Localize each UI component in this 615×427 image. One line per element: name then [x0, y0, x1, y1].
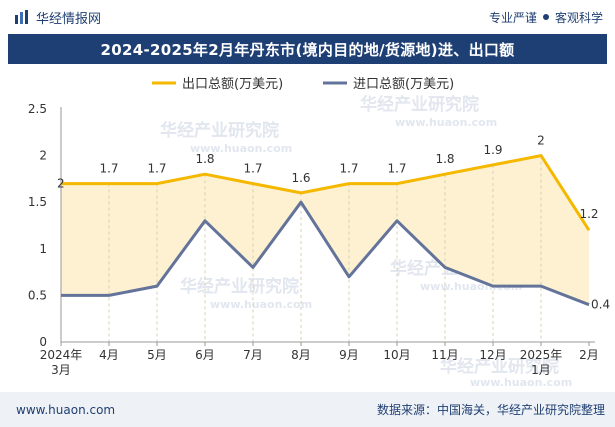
y-tick-label: 1.5 [28, 195, 47, 209]
data-label-export: 1.2 [579, 207, 598, 221]
tag-objective: 客观科学 [554, 10, 603, 25]
watermark-url: www.huaon.com [470, 376, 572, 389]
brand[interactable]: 华经情报网 [14, 8, 101, 27]
top-bar: 华经情报网 专业严谨 客观科学 [0, 0, 615, 34]
x-tick-label: 2024年 [40, 348, 83, 362]
data-label-export: 1.6 [291, 171, 310, 185]
y-tick-label: 2.5 [28, 102, 47, 116]
data-label-export: 1.7 [147, 162, 166, 176]
x-tick-label: 10月 [383, 348, 410, 362]
x-tick-label: 2025年 [520, 348, 563, 362]
footer-website[interactable]: www.huaon.com [16, 402, 116, 417]
watermark-url: www.huaon.com [395, 116, 497, 129]
x-tick-label: 5月 [147, 348, 167, 362]
header-tags: 专业严谨 客观科学 [489, 9, 603, 26]
legend-label-import: 进口总额(万美元) [353, 77, 454, 92]
series-line-import [61, 200, 590, 307]
data-label-import: 0.4 [591, 298, 610, 312]
x-tick-label: 9月 [339, 348, 359, 362]
brand-logo-icon [15, 10, 28, 24]
series-line-export [61, 154, 591, 232]
x-tick-label: 4月 [99, 348, 119, 362]
x-tick-label: 3月 [51, 363, 71, 377]
data-label-export: 1.9 [483, 143, 502, 157]
x-tick-label: 11月 [431, 348, 458, 362]
data-label-export: 2 [537, 134, 545, 148]
watermark-url: www.huaon.com [190, 142, 292, 155]
x-tick-label: 2月 [579, 348, 599, 362]
data-label-export: 1.8 [195, 152, 214, 166]
fill-between-area [61, 155, 589, 305]
chart: 华经产业研究院 www.huaon.com 华经产业研究院 www.huaon.… [28, 77, 610, 389]
brand-name: 华经情报网 [36, 11, 102, 27]
x-tick-label: 8月 [291, 348, 311, 362]
tag-professional: 专业严谨 [488, 10, 537, 25]
x-tick-label: 6月 [195, 348, 215, 362]
x-tick-label: 7月 [243, 348, 263, 362]
watermark-text: 华经产业研究院 [440, 356, 559, 377]
legend: 出口总额(万美元) 进口总额(万美元) [152, 77, 454, 92]
data-label-export: 1.8 [435, 152, 454, 166]
y-tick-label: 2 [39, 149, 47, 163]
data-label-export: 1.7 [339, 162, 358, 176]
chart-title-bar: 2024-2025年2月年丹东市(境内目的地/货源地)进、出口额 [8, 34, 607, 64]
data-label-export: 1.7 [387, 162, 406, 176]
data-label-export: 2 [57, 177, 65, 191]
footer-source: 数据来源：中国海关，华经产业研究院整理 [376, 403, 605, 417]
watermark-text: 华经产业研究院 [180, 276, 299, 297]
y-tick-label: 1 [39, 242, 47, 256]
watermark-text: 华经产业研究院 [360, 94, 479, 115]
chart-title: 2024-2025年2月年丹东市(境内目的地/货源地)进、出口额 [100, 40, 515, 59]
dot-separator-icon [542, 14, 549, 20]
data-label-export: 1.7 [243, 162, 262, 176]
y-tick-label: 0 [39, 335, 47, 349]
watermark-layer: 华经产业研究院 www.huaon.com 华经产业研究院 www.huaon.… [160, 94, 572, 389]
x-tick-label: 12月 [479, 348, 506, 362]
watermark-url: www.huaon.com [210, 298, 312, 311]
footer: www.huaon.com 数据来源：中国海关，华经产业研究院整理 [0, 392, 615, 427]
watermark-text: 华经产业研究院 [160, 120, 279, 141]
legend-label-export: 出口总额(万美元) [182, 77, 283, 92]
data-label-export: 1.7 [99, 162, 118, 176]
y-tick-label: 0.5 [28, 288, 47, 302]
x-tick-label: 1月 [531, 363, 551, 377]
